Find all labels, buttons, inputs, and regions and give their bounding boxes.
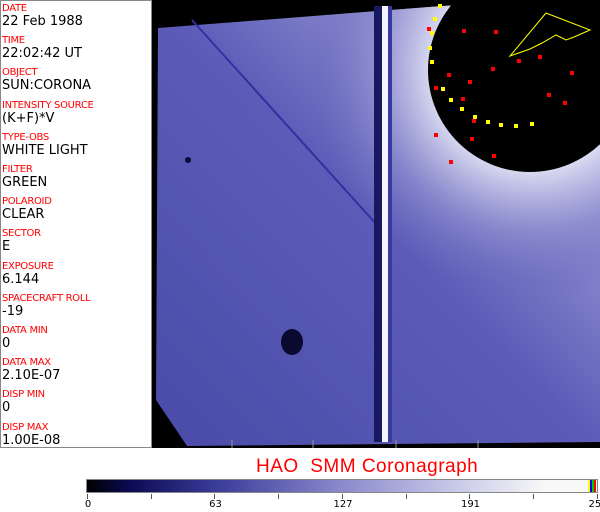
info-field: INTENSITY SOURCE (K+F)*V <box>2 100 94 126</box>
field-value: GREEN <box>2 175 48 190</box>
info-field: EXPOSURE 6.144 <box>2 261 54 287</box>
field-label: DATE <box>2 3 27 14</box>
colorbar-tick <box>214 494 216 499</box>
colorbar-tick <box>150 494 152 499</box>
info-field: OBJECT SUN:CORONA <box>2 67 91 93</box>
field-value: (K+F)*V <box>2 110 55 126</box>
colorbar-tick-label: 63 <box>209 499 222 510</box>
field-label: DATA MAX <box>2 357 51 369</box>
field-value: 0 <box>2 336 11 351</box>
field-value: CLEAR <box>2 207 45 223</box>
colorbar-tick-label: 255 <box>588 499 600 510</box>
axis-ticks <box>231 440 479 448</box>
colorbar-tick <box>469 494 471 499</box>
colorbar-tick-label: 127 <box>333 499 353 510</box>
field-value: 6.144 <box>2 271 40 287</box>
info-field: DATE 22 Feb 1988 <box>2 3 83 29</box>
info-field: FILTER GREEN <box>2 164 47 190</box>
field-value: 22:02:42 UT <box>2 46 82 62</box>
info-field: DISP MAX 1.00E-08 <box>2 422 60 448</box>
field-label: DISP MAX <box>2 421 49 433</box>
info-field: DATA MIN 0 <box>2 325 48 351</box>
field-value: SUN:CORONA <box>2 78 92 94</box>
field-value: 1.00E-08 <box>2 432 61 448</box>
red-markers <box>427 27 574 164</box>
field-label: OBJECT <box>2 67 38 79</box>
colorbar-tick <box>278 494 280 499</box>
colorbar <box>86 479 598 493</box>
info-field: DATA MAX 2.10E-07 <box>2 357 60 383</box>
colorbar-tick <box>596 494 598 499</box>
colorbar-tick <box>87 494 88 499</box>
info-field: TIME 22:02:42 UT <box>2 35 82 61</box>
info-field: POLAROID CLEAR <box>2 196 52 222</box>
field-label: TIME <box>2 35 25 47</box>
field-label: SPACECRAFT ROLL <box>2 292 91 304</box>
field-label: POLAROID <box>2 196 52 208</box>
colorbar-tick <box>532 494 534 499</box>
field-value: -19 <box>2 303 24 319</box>
info-field: SPACECRAFT ROLL -19 <box>2 292 91 319</box>
info-field: SECTOR E <box>2 228 41 254</box>
field-value: WHITE LIGHT <box>2 142 88 158</box>
field-label: INTENSITY SOURCE <box>2 99 94 111</box>
info-field: DISP MIN 0 <box>2 389 45 415</box>
field-label: FILTER <box>2 164 33 175</box>
field-value: 2.10E-07 <box>2 368 61 384</box>
field-label: SECTOR <box>2 228 41 240</box>
yellow-outline <box>508 12 592 58</box>
field-value: 0 <box>2 400 11 416</box>
field-label: EXPOSURE <box>2 260 54 272</box>
info-field: TYPE-OBS WHITE LIGHT <box>2 132 88 158</box>
field-label: DATA MIN <box>2 325 48 336</box>
yellow-markers <box>428 4 534 128</box>
colorbar-tick <box>341 494 343 499</box>
colorbar-tick-label: 191 <box>460 499 481 510</box>
field-value: 22 Feb 1988 <box>2 14 83 29</box>
field-label: TYPE-OBS <box>2 131 49 143</box>
field-label: DISP MIN <box>2 389 45 401</box>
plot-title: HAO SMM Coronagraph <box>256 456 479 477</box>
colorbar-tick <box>405 494 407 499</box>
field-value: E <box>2 239 11 255</box>
info-panel <box>0 0 152 448</box>
coronagraph-image <box>152 0 600 448</box>
colorbar-tick-label: 0 <box>84 499 92 510</box>
